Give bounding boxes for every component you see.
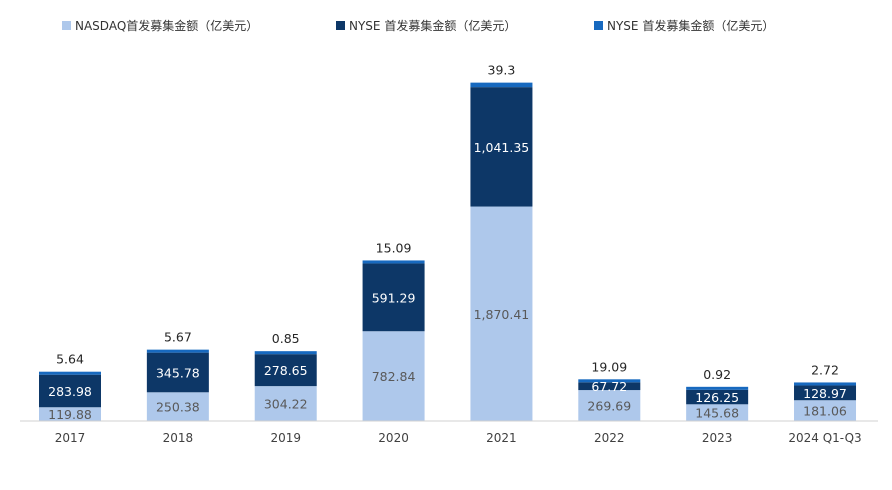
x-tick-label-6: 2023: [702, 431, 733, 445]
data-label-nyse-6: 126.25: [695, 390, 739, 405]
data-label-nasdaq-2: 304.22: [264, 397, 308, 412]
x-tick-label-7: 2024 Q1-Q3: [788, 431, 861, 445]
data-label-top-0: 5.64: [56, 352, 84, 367]
x-tick-label-3: 2020: [378, 431, 409, 445]
bar-nasdaq-3: [362, 331, 425, 421]
bar-nyse-other-0: [39, 371, 101, 375]
bar-nyse-4: [470, 87, 533, 207]
data-label-nyse-3: 591.29: [372, 290, 416, 305]
data-label-nyse-4: 1,041.35: [474, 140, 530, 155]
bar-nyse-other-5: [578, 379, 641, 383]
bar-group-2017: 119.88 283.98 5.64: [39, 352, 101, 422]
data-label-nyse-2: 278.65: [264, 363, 308, 378]
bar-nyse-0: [39, 374, 101, 408]
data-label-top-1: 5.67: [164, 330, 192, 345]
bar-nyse-other-3: [362, 260, 425, 264]
data-label-top-2: 0.85: [272, 331, 300, 346]
bar-nyse-7: [794, 385, 857, 401]
bar-nyse-1: [146, 352, 209, 393]
bar-nyse-5: [578, 382, 641, 391]
data-label-top-7: 2.72: [811, 362, 839, 377]
data-label-top-6: 0.92: [703, 367, 731, 382]
x-tick-label-4: 2021: [486, 431, 517, 445]
bar-nasdaq-1: [146, 392, 209, 421]
bar-group-2018: 250.38 345.78 5.67: [146, 330, 209, 421]
data-label-nyse-7: 128.97: [803, 386, 847, 401]
data-label-nasdaq-7: 181.06: [803, 404, 847, 419]
data-label-nasdaq-3: 782.84: [372, 369, 416, 384]
x-tick-label-0: 2017: [55, 431, 86, 445]
bar-nyse-other-6: [686, 386, 749, 390]
data-label-top-4: 39.3: [488, 63, 516, 78]
bar-nyse-3: [362, 263, 425, 332]
data-label-nyse-1: 345.78: [156, 365, 200, 380]
data-label-nasdaq-0: 119.88: [48, 407, 92, 422]
legend-label-3: NYSE 首发募集金额（亿美元）: [607, 18, 774, 33]
bar-nasdaq-2: [254, 386, 317, 421]
data-label-nasdaq-6: 145.68: [695, 406, 739, 421]
legend: NASDAQ首发募集金额（亿美元） NYSE 首发募集金额（亿美元） NYSE 首发…: [62, 18, 774, 33]
legend-swatch-1: [62, 21, 71, 30]
data-label-nyse-0: 283.98: [48, 384, 92, 399]
data-label-nyse-5: 67.72: [591, 379, 627, 394]
bar-nyse-other-7: [794, 382, 857, 386]
data-label-nasdaq-5: 269.69: [587, 399, 631, 414]
bars: 119.88 283.98 5.64 250.38 345.78 5.67 304.22 27…: [39, 63, 857, 422]
legend-label-1: NASDAQ首发募集金额（亿美元）: [75, 18, 258, 33]
legend-swatch-3: [594, 21, 603, 30]
bar-group-2024-q1-q3: 181.06 128.97 2.72: [794, 362, 857, 421]
bar-nasdaq-0: [39, 407, 101, 421]
legend-label-2: NYSE 首发募集金额（亿美元）: [349, 18, 516, 33]
bar-group-2019: 304.22 278.65 0.85: [254, 331, 317, 421]
bar-nasdaq-6: [686, 404, 749, 421]
data-label-top-3: 15.09: [376, 240, 412, 255]
bar-nasdaq-7: [794, 400, 857, 421]
bar-nyse-other-2: [254, 351, 317, 355]
legend-swatch-2: [336, 21, 345, 30]
x-tick-label-1: 2018: [163, 431, 194, 445]
data-label-top-5: 19.09: [591, 359, 627, 374]
x-axis-ticks: 2017 2018 2019 2020 2021 2022 2023 2024 Q1-Q3: [55, 431, 862, 445]
bar-nyse-2: [254, 354, 317, 387]
bar-group-2020: 782.84 591.29 15.09: [362, 240, 425, 421]
x-tick-label-5: 2022: [594, 431, 625, 445]
data-label-nasdaq-4: 1,870.41: [474, 307, 530, 322]
bar-nasdaq-4: [470, 206, 533, 421]
bar-group-2021: 1,870.41 1,041.35 39.3: [470, 63, 533, 421]
x-tick-label-2: 2019: [270, 431, 301, 445]
bar-nasdaq-5: [578, 390, 641, 421]
bar-nyse-other-1: [146, 349, 209, 353]
bar-nyse-6: [686, 389, 749, 405]
data-label-nasdaq-1: 250.38: [156, 400, 200, 415]
bar-nyse-other-4: [470, 82, 533, 88]
bar-group-2022: 269.69 67.72 19.09: [578, 359, 641, 421]
